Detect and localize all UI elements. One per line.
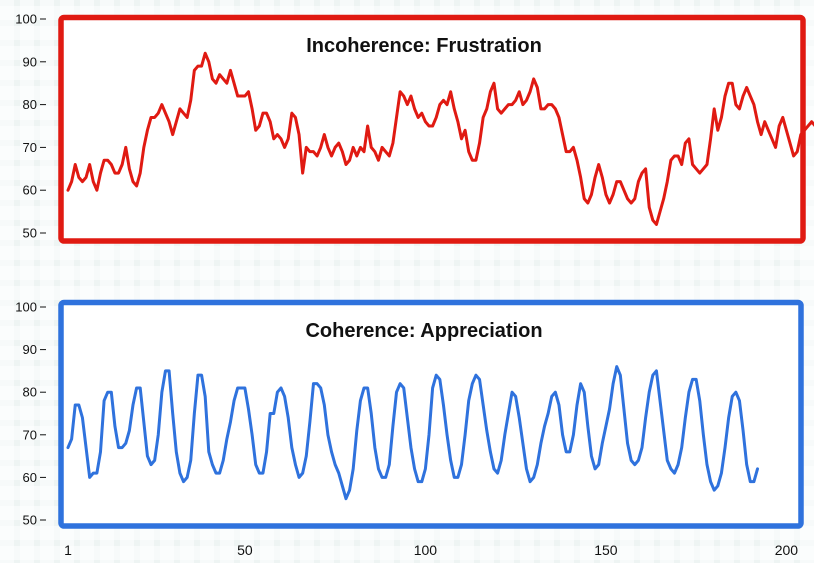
series-line-incoherence	[66, 51, 814, 226]
y-tick-label: 100	[15, 12, 37, 27]
y-tick-label: 70	[23, 427, 37, 442]
x-tick-label: 50	[237, 542, 253, 558]
y-tick-label: 60	[23, 470, 37, 485]
chart-frame-incoherence	[58, 14, 806, 244]
x-tick-label: 200	[775, 542, 799, 558]
x-tick-label: 1	[64, 542, 72, 558]
x-tick-label: 150	[594, 542, 618, 558]
y-tick-label: 80	[23, 385, 37, 400]
y-axis-incoherence: 100 90 80 70 60 50	[15, 12, 46, 241]
x-axis: 1 50 100 150 200	[64, 542, 798, 558]
y-tick-label: 80	[23, 97, 37, 112]
y-tick-label: 100	[15, 300, 37, 315]
y-tick-label: 60	[23, 183, 37, 198]
y-tick-label: 50	[23, 513, 37, 528]
x-tick-label: 100	[414, 542, 438, 558]
y-tick-label: 90	[23, 54, 37, 69]
y-tick-label: 70	[23, 140, 37, 155]
y-tick-label: 90	[23, 342, 37, 357]
y-tick-label: 50	[23, 226, 37, 241]
chart-title-incoherence: Incoherence: Frustration	[306, 35, 542, 57]
chart-title-coherence: Coherence: Appreciation	[305, 320, 542, 342]
series-line-coherence	[66, 365, 760, 501]
y-axis-coherence: 100 90 80 70 60 50	[15, 300, 46, 528]
